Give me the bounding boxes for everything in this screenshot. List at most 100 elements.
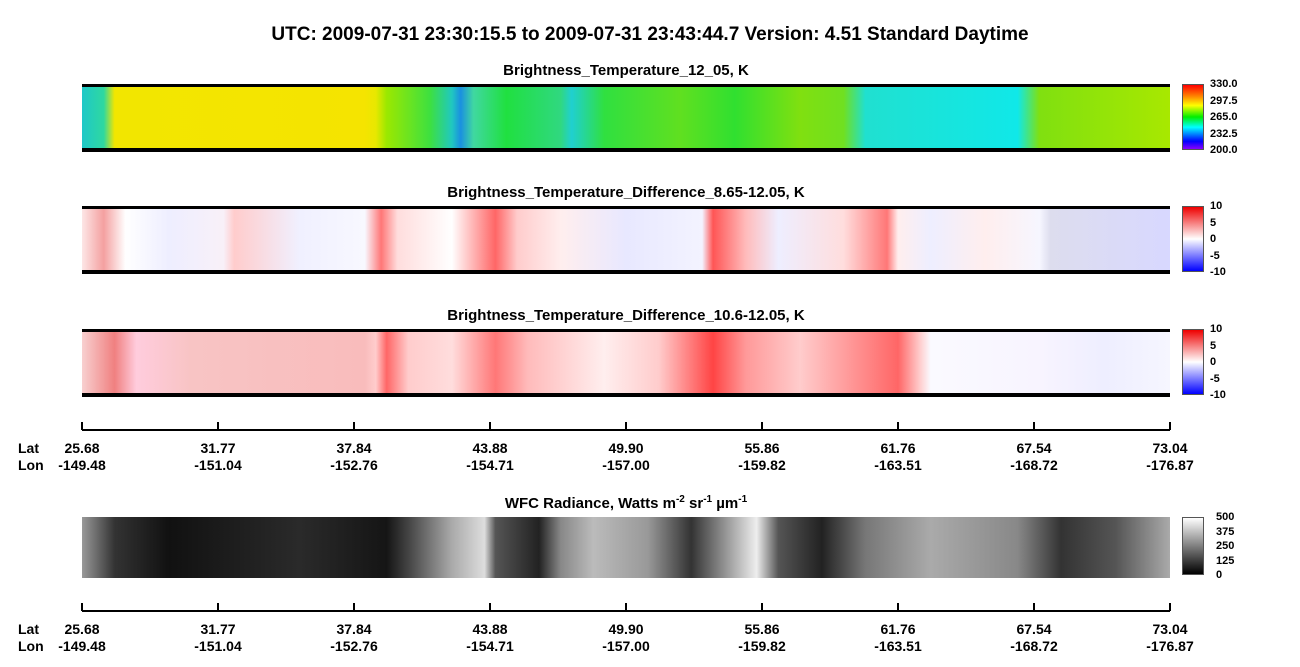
title-part: sr <box>684 495 704 512</box>
image-strip <box>82 329 1170 397</box>
lat-tick-label: 49.90 <box>608 621 644 637</box>
lon-tick-label: -152.76 <box>330 638 378 654</box>
colorbar-label: 330.0 <box>1210 78 1238 90</box>
tick-mark <box>1033 422 1035 430</box>
lon-tick-label: -163.51 <box>874 457 922 473</box>
image-strip <box>82 206 1170 274</box>
lat-tick-label: 67.54 <box>1016 440 1052 456</box>
tick-mark <box>897 422 899 430</box>
tick-mark <box>1169 422 1171 430</box>
axis-line <box>82 429 1170 431</box>
colorbar-label: 10 <box>1210 200 1223 212</box>
title-part: -2 <box>675 494 685 505</box>
tick-mark <box>489 422 491 430</box>
colorbar-label: 250 <box>1216 540 1235 552</box>
lon-tick-label: -154.71 <box>466 457 514 473</box>
lat-tick-label: 25.68 <box>64 440 100 456</box>
axis-line <box>82 610 1170 612</box>
tick-mark <box>761 603 763 611</box>
lat-tick-label: 67.54 <box>1016 621 1052 637</box>
lon-tick-label: -154.71 <box>466 638 514 654</box>
lon-tick-label: -168.72 <box>1010 638 1058 654</box>
colorbar-label: 500 <box>1216 511 1235 523</box>
panel-title: WFC Radiance, Watts m-2 sr-1 µm-1 <box>82 494 1170 512</box>
lat-tick-label: 73.04 <box>1152 440 1188 456</box>
image-strip <box>82 517 1170 578</box>
colorbar <box>1182 329 1204 395</box>
colorbar-label: -5 <box>1210 372 1220 385</box>
colorbar <box>1182 517 1204 575</box>
title-part: µm <box>712 495 739 512</box>
tick-mark <box>761 422 763 430</box>
lon-label: Lon <box>18 638 44 654</box>
tick-mark <box>353 603 355 611</box>
colorbar-label: 265.0 <box>1210 111 1238 123</box>
tick-mark <box>1033 603 1035 611</box>
lon-label: Lon <box>18 457 44 473</box>
colorbar-label: -10 <box>1210 389 1226 401</box>
title-part: -1 <box>738 494 748 505</box>
colorbar-label: 5 <box>1210 216 1217 229</box>
tick-mark <box>489 603 491 611</box>
lat-tick-label: 49.90 <box>608 440 644 456</box>
lat-tick-label: 31.77 <box>200 621 236 637</box>
colorbar-label: 232.5 <box>1210 127 1238 140</box>
colorbar-label: 0 <box>1210 356 1217 368</box>
tick-mark <box>625 603 627 611</box>
colorbar-label: 0 <box>1216 569 1223 581</box>
lat-label: Lat <box>18 621 39 637</box>
lon-tick-label: -157.00 <box>602 638 650 654</box>
image-strip <box>82 84 1170 152</box>
colorbar-label: 0 <box>1210 233 1217 245</box>
colorbar-label: 375 <box>1216 525 1235 538</box>
lon-tick-label: -163.51 <box>874 638 922 654</box>
lat-tick-label: 25.68 <box>64 621 100 637</box>
tick-mark <box>81 603 83 611</box>
lat-label: Lat <box>18 440 39 456</box>
colorbar <box>1182 84 1204 150</box>
lat-tick-label: 61.76 <box>880 621 916 637</box>
panel-title: Brightness_Temperature_12_05, K <box>503 62 749 79</box>
tick-mark <box>897 603 899 611</box>
lat-tick-label: 37.84 <box>336 440 372 456</box>
lat-tick-label: 43.88 <box>472 440 508 456</box>
colorbar-label: -10 <box>1210 266 1226 278</box>
colorbar-label: 5 <box>1210 339 1217 352</box>
lon-tick-label: -176.87 <box>1146 457 1194 473</box>
lat-tick-label: 73.04 <box>1152 621 1188 637</box>
page-title: UTC: 2009-07-31 23:30:15.5 to 2009-07-31… <box>271 24 1029 45</box>
tick-mark <box>81 422 83 430</box>
tick-mark <box>625 422 627 430</box>
lon-tick-label: -159.82 <box>738 638 786 654</box>
lon-tick-label: -157.00 <box>602 457 650 473</box>
colorbar <box>1182 206 1204 272</box>
lon-tick-label: -149.48 <box>58 638 106 654</box>
tick-mark <box>353 422 355 430</box>
lat-tick-label: 31.77 <box>200 440 236 456</box>
tick-mark <box>1169 603 1171 611</box>
panel-title: Brightness_Temperature_Difference_10.6-1… <box>447 307 805 324</box>
lon-tick-label: -152.76 <box>330 457 378 473</box>
panel-title: Brightness_Temperature_Difference_8.65-1… <box>447 184 805 201</box>
colorbar-label: 10 <box>1210 323 1223 335</box>
colorbar-label: 297.5 <box>1210 94 1238 107</box>
tick-mark <box>217 422 219 430</box>
lat-tick-label: 61.76 <box>880 440 916 456</box>
title-part: -1 <box>703 494 713 505</box>
lon-tick-label: -149.48 <box>58 457 106 473</box>
lat-tick-label: 43.88 <box>472 621 508 637</box>
lon-tick-label: -168.72 <box>1010 457 1058 473</box>
colorbar-label: 200.0 <box>1210 144 1238 156</box>
lat-tick-label: 55.86 <box>744 621 780 637</box>
lon-tick-label: -151.04 <box>194 457 242 473</box>
lon-tick-label: -159.82 <box>738 457 786 473</box>
lon-tick-label: -176.87 <box>1146 638 1194 654</box>
lon-tick-label: -151.04 <box>194 638 242 654</box>
colorbar-label: -5 <box>1210 249 1220 262</box>
lat-tick-label: 37.84 <box>336 621 372 637</box>
lat-tick-label: 55.86 <box>744 440 780 456</box>
colorbar-label: 125 <box>1216 554 1235 567</box>
title-part: WFC Radiance, Watts m <box>504 495 676 512</box>
tick-mark <box>217 603 219 611</box>
